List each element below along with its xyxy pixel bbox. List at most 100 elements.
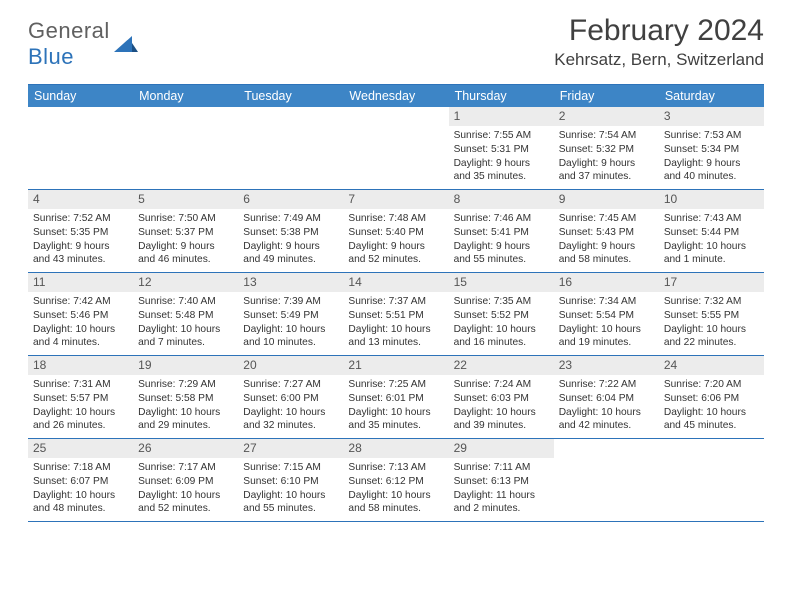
sunset-text: Sunset: 5:46 PM — [33, 309, 128, 323]
sunrise-text: Sunrise: 7:18 AM — [33, 461, 128, 475]
sunset-text: Sunset: 5:37 PM — [138, 226, 233, 240]
weekday-header: Tuesday — [238, 85, 343, 107]
day-details: Sunrise: 7:34 AMSunset: 5:54 PMDaylight:… — [554, 292, 659, 354]
sunrise-text: Sunrise: 7:27 AM — [243, 378, 338, 392]
sunset-text: Sunset: 6:09 PM — [138, 475, 233, 489]
day-number: 25 — [28, 439, 133, 458]
day-number — [238, 107, 343, 126]
day-cell — [133, 107, 238, 189]
sunrise-text: Sunrise: 7:45 AM — [559, 212, 654, 226]
weekday-header-row: SundayMondayTuesdayWednesdayThursdayFrid… — [28, 85, 764, 107]
day-number: 29 — [449, 439, 554, 458]
sunset-text: Sunset: 5:38 PM — [243, 226, 338, 240]
day-cell: 13Sunrise: 7:39 AMSunset: 5:49 PMDayligh… — [238, 273, 343, 355]
day-cell: 11Sunrise: 7:42 AMSunset: 5:46 PMDayligh… — [28, 273, 133, 355]
day-details: Sunrise: 7:22 AMSunset: 6:04 PMDaylight:… — [554, 375, 659, 437]
sunrise-text: Sunrise: 7:32 AM — [664, 295, 759, 309]
day-details — [238, 126, 343, 133]
day-number: 21 — [343, 356, 448, 375]
day-number — [133, 107, 238, 126]
sunrise-text: Sunrise: 7:25 AM — [348, 378, 443, 392]
daylight-text: Daylight: 10 hours and 10 minutes. — [243, 323, 338, 351]
day-cell: 25Sunrise: 7:18 AMSunset: 6:07 PMDayligh… — [28, 439, 133, 521]
day-cell: 23Sunrise: 7:22 AMSunset: 6:04 PMDayligh… — [554, 356, 659, 438]
weekday-header: Friday — [554, 85, 659, 107]
day-number: 2 — [554, 107, 659, 126]
day-details — [659, 458, 764, 465]
day-details: Sunrise: 7:52 AMSunset: 5:35 PMDaylight:… — [28, 209, 133, 271]
header: General Blue February 2024 Kehrsatz, Ber… — [0, 0, 792, 76]
daylight-text: Daylight: 11 hours and 2 minutes. — [454, 489, 549, 517]
day-cell: 12Sunrise: 7:40 AMSunset: 5:48 PMDayligh… — [133, 273, 238, 355]
day-cell: 2Sunrise: 7:54 AMSunset: 5:32 PMDaylight… — [554, 107, 659, 189]
day-cell: 10Sunrise: 7:43 AMSunset: 5:44 PMDayligh… — [659, 190, 764, 272]
day-number: 16 — [554, 273, 659, 292]
sunrise-text: Sunrise: 7:43 AM — [664, 212, 759, 226]
sunrise-text: Sunrise: 7:13 AM — [348, 461, 443, 475]
sunrise-text: Sunrise: 7:55 AM — [454, 129, 549, 143]
day-number: 10 — [659, 190, 764, 209]
week-row: 25Sunrise: 7:18 AMSunset: 6:07 PMDayligh… — [28, 439, 764, 522]
day-number: 1 — [449, 107, 554, 126]
weekday-header: Thursday — [449, 85, 554, 107]
sunset-text: Sunset: 5:49 PM — [243, 309, 338, 323]
sunrise-text: Sunrise: 7:39 AM — [243, 295, 338, 309]
location: Kehrsatz, Bern, Switzerland — [554, 50, 764, 70]
daylight-text: Daylight: 9 hours and 55 minutes. — [454, 240, 549, 268]
day-details: Sunrise: 7:46 AMSunset: 5:41 PMDaylight:… — [449, 209, 554, 271]
sunset-text: Sunset: 6:00 PM — [243, 392, 338, 406]
day-cell: 27Sunrise: 7:15 AMSunset: 6:10 PMDayligh… — [238, 439, 343, 521]
sunrise-text: Sunrise: 7:40 AM — [138, 295, 233, 309]
day-number: 14 — [343, 273, 448, 292]
day-number: 27 — [238, 439, 343, 458]
sunset-text: Sunset: 5:43 PM — [559, 226, 654, 240]
sunset-text: Sunset: 5:32 PM — [559, 143, 654, 157]
day-number: 11 — [28, 273, 133, 292]
day-number: 7 — [343, 190, 448, 209]
day-details: Sunrise: 7:31 AMSunset: 5:57 PMDaylight:… — [28, 375, 133, 437]
day-cell: 19Sunrise: 7:29 AMSunset: 5:58 PMDayligh… — [133, 356, 238, 438]
weekday-header: Wednesday — [343, 85, 448, 107]
daylight-text: Daylight: 10 hours and 1 minute. — [664, 240, 759, 268]
daylight-text: Daylight: 9 hours and 49 minutes. — [243, 240, 338, 268]
day-number: 8 — [449, 190, 554, 209]
sunset-text: Sunset: 5:48 PM — [138, 309, 233, 323]
day-details: Sunrise: 7:24 AMSunset: 6:03 PMDaylight:… — [449, 375, 554, 437]
day-cell: 24Sunrise: 7:20 AMSunset: 6:06 PMDayligh… — [659, 356, 764, 438]
sunrise-text: Sunrise: 7:52 AM — [33, 212, 128, 226]
sunrise-text: Sunrise: 7:11 AM — [454, 461, 549, 475]
sunset-text: Sunset: 5:34 PM — [664, 143, 759, 157]
day-details: Sunrise: 7:54 AMSunset: 5:32 PMDaylight:… — [554, 126, 659, 188]
sunset-text: Sunset: 6:06 PM — [664, 392, 759, 406]
sunset-text: Sunset: 6:13 PM — [454, 475, 549, 489]
day-number: 6 — [238, 190, 343, 209]
day-cell: 3Sunrise: 7:53 AMSunset: 5:34 PMDaylight… — [659, 107, 764, 189]
sunrise-text: Sunrise: 7:17 AM — [138, 461, 233, 475]
day-number: 28 — [343, 439, 448, 458]
week-row: 11Sunrise: 7:42 AMSunset: 5:46 PMDayligh… — [28, 273, 764, 356]
day-cell — [554, 439, 659, 521]
day-cell — [659, 439, 764, 521]
day-details: Sunrise: 7:45 AMSunset: 5:43 PMDaylight:… — [554, 209, 659, 271]
day-cell: 5Sunrise: 7:50 AMSunset: 5:37 PMDaylight… — [133, 190, 238, 272]
sunset-text: Sunset: 5:54 PM — [559, 309, 654, 323]
sunset-text: Sunset: 5:51 PM — [348, 309, 443, 323]
daylight-text: Daylight: 10 hours and 29 minutes. — [138, 406, 233, 434]
sunrise-text: Sunrise: 7:24 AM — [454, 378, 549, 392]
week-row: 4Sunrise: 7:52 AMSunset: 5:35 PMDaylight… — [28, 190, 764, 273]
sunset-text: Sunset: 5:44 PM — [664, 226, 759, 240]
day-details: Sunrise: 7:11 AMSunset: 6:13 PMDaylight:… — [449, 458, 554, 520]
day-details: Sunrise: 7:39 AMSunset: 5:49 PMDaylight:… — [238, 292, 343, 354]
day-cell — [343, 107, 448, 189]
daylight-text: Daylight: 10 hours and 19 minutes. — [559, 323, 654, 351]
sunrise-text: Sunrise: 7:49 AM — [243, 212, 338, 226]
sunset-text: Sunset: 6:12 PM — [348, 475, 443, 489]
day-number: 22 — [449, 356, 554, 375]
day-number: 18 — [28, 356, 133, 375]
day-number: 17 — [659, 273, 764, 292]
sunset-text: Sunset: 5:41 PM — [454, 226, 549, 240]
sunrise-text: Sunrise: 7:34 AM — [559, 295, 654, 309]
daylight-text: Daylight: 10 hours and 58 minutes. — [348, 489, 443, 517]
sunset-text: Sunset: 6:03 PM — [454, 392, 549, 406]
day-details: Sunrise: 7:43 AMSunset: 5:44 PMDaylight:… — [659, 209, 764, 271]
